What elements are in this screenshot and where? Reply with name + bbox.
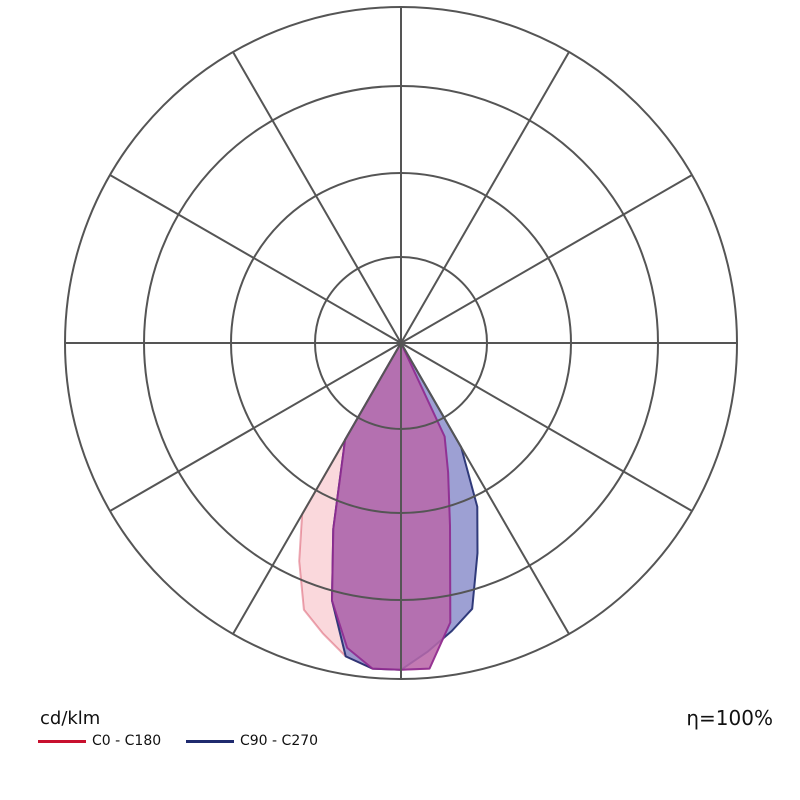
- legend-label-c90-c270: C90 - C270: [240, 733, 319, 749]
- polar-chart: [64, 6, 738, 680]
- grid-spoke-300: [109, 174, 402, 344]
- grid-spoke-60: [400, 174, 693, 344]
- legend-item-c0-c180: C0 - C180: [38, 733, 161, 749]
- efficiency-label: η=100%: [686, 706, 773, 730]
- legend-item-c90-c270: C90 - C270: [186, 733, 318, 749]
- grid-spoke-150: [400, 342, 570, 635]
- grid-spoke-30: [400, 51, 570, 344]
- curve-overlap: [331, 342, 452, 671]
- polar-grid: [64, 6, 738, 680]
- legend-swatch-c90-c270: [186, 739, 234, 743]
- grid-spoke-210: [232, 342, 402, 635]
- grid-spoke-240: [109, 342, 402, 512]
- legend-swatch-c0-c180: [38, 739, 86, 743]
- grid-spoke-330: [232, 51, 402, 344]
- unit-label: cd/klm: [40, 708, 101, 729]
- legend-label-c0-c180: C0 - C180: [92, 733, 162, 749]
- intensity-curves: [298, 342, 479, 671]
- grid-spoke-120: [400, 342, 693, 512]
